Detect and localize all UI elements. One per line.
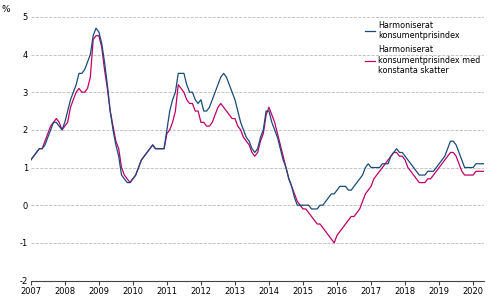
Harmoniserat
konsumentprisindex bbox=[99, 41, 105, 45]
Line: Harmoniserat
konsumentprisindex: Harmoniserat konsumentprisindex bbox=[31, 28, 491, 209]
Harmoniserat
konsumentprisindex med
konstanta skatter bbox=[110, 124, 116, 128]
Harmoniserat
konsumentprisindex bbox=[28, 158, 34, 162]
Harmoniserat
konsumentprisindex bbox=[292, 196, 298, 199]
Legend: Harmoniserat
konsumentprisindex, Harmoniserat
konsumentprisindex med
konstanta s: Harmoniserat konsumentprisindex, Harmoni… bbox=[364, 19, 482, 76]
Harmoniserat
konsumentprisindex med
konstanta skatter bbox=[99, 45, 105, 49]
Harmoniserat
konsumentprisindex med
konstanta skatter bbox=[28, 158, 34, 162]
Harmoniserat
konsumentprisindex med
konstanta skatter bbox=[331, 241, 337, 245]
Harmoniserat
konsumentprisindex bbox=[192, 98, 198, 101]
Harmoniserat
konsumentprisindex bbox=[110, 128, 116, 132]
Text: %: % bbox=[1, 5, 10, 14]
Harmoniserat
konsumentprisindex med
konstanta skatter bbox=[292, 192, 298, 196]
Harmoniserat
konsumentprisindex med
konstanta skatter bbox=[192, 109, 198, 113]
Line: Harmoniserat
konsumentprisindex med
konstanta skatter: Harmoniserat konsumentprisindex med kons… bbox=[31, 36, 491, 243]
Harmoniserat
konsumentprisindex med
konstanta skatter bbox=[252, 154, 258, 158]
Harmoniserat
konsumentprisindex bbox=[30, 154, 36, 158]
Harmoniserat
konsumentprisindex med
konstanta skatter bbox=[30, 154, 36, 158]
Harmoniserat
konsumentprisindex med
konstanta skatter bbox=[93, 34, 99, 37]
Harmoniserat
konsumentprisindex bbox=[308, 207, 314, 211]
Harmoniserat
konsumentprisindex bbox=[252, 151, 258, 154]
Harmoniserat
konsumentprisindex bbox=[93, 26, 99, 30]
